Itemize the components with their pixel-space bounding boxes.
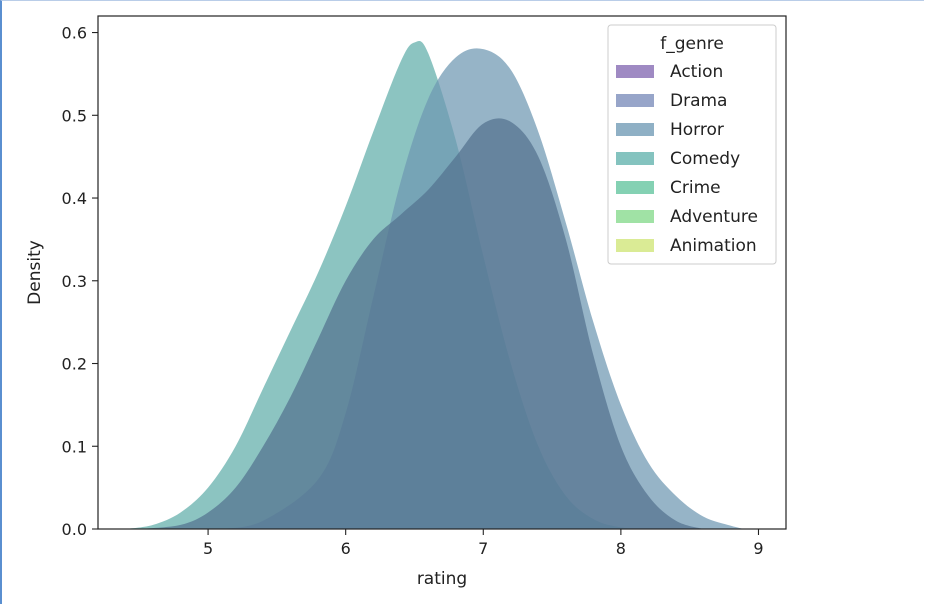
legend-swatch	[616, 239, 654, 252]
y-axis-label: Density	[25, 240, 45, 305]
x-axis: 5 6 7 8 9	[203, 529, 764, 558]
legend-entry-label: Adventure	[670, 207, 758, 227]
y-tick-label: 0.6	[62, 24, 87, 43]
legend-swatch	[616, 181, 654, 194]
legend-entry-label: Action	[670, 62, 723, 82]
x-tick-label: 9	[753, 539, 763, 558]
density-areas	[125, 40, 745, 530]
legend-entry-label: Animation	[670, 236, 757, 256]
legend-entry-label: Horror	[670, 120, 724, 140]
legend-entry-label: Crime	[670, 178, 721, 198]
y-tick-label: 0.4	[62, 189, 87, 208]
x-tick-label: 8	[616, 539, 626, 558]
legend-entry-label: Drama	[670, 91, 727, 111]
legend-swatch	[616, 152, 654, 165]
legend: f_genre Action Drama Horror Comedy Crime Adve…	[607, 24, 777, 265]
legend-swatch	[616, 65, 654, 78]
y-tick-label: 0.3	[62, 272, 87, 291]
x-tick-label: 7	[478, 539, 488, 558]
legend-swatch	[616, 210, 654, 223]
y-tick-label: 0.5	[62, 106, 87, 125]
x-tick-label: 5	[203, 539, 213, 558]
legend-box	[607, 24, 777, 265]
x-axis-label: rating	[417, 569, 467, 589]
y-tick-label: 0.2	[62, 355, 87, 374]
legend-swatch	[616, 94, 654, 107]
legend-title: f_genre	[660, 34, 724, 54]
y-tick-label: 0.0	[62, 520, 87, 539]
x-tick-label: 6	[341, 539, 351, 558]
density-area-drama	[139, 118, 704, 530]
legend-entry-label: Comedy	[670, 149, 740, 169]
y-axis: 0.0 0.1 0.2 0.3 0.4 0.5 0.6	[62, 24, 98, 539]
y-tick-label: 0.1	[62, 437, 87, 456]
legend-swatch	[616, 123, 654, 136]
plot-frame	[97, 15, 787, 530]
